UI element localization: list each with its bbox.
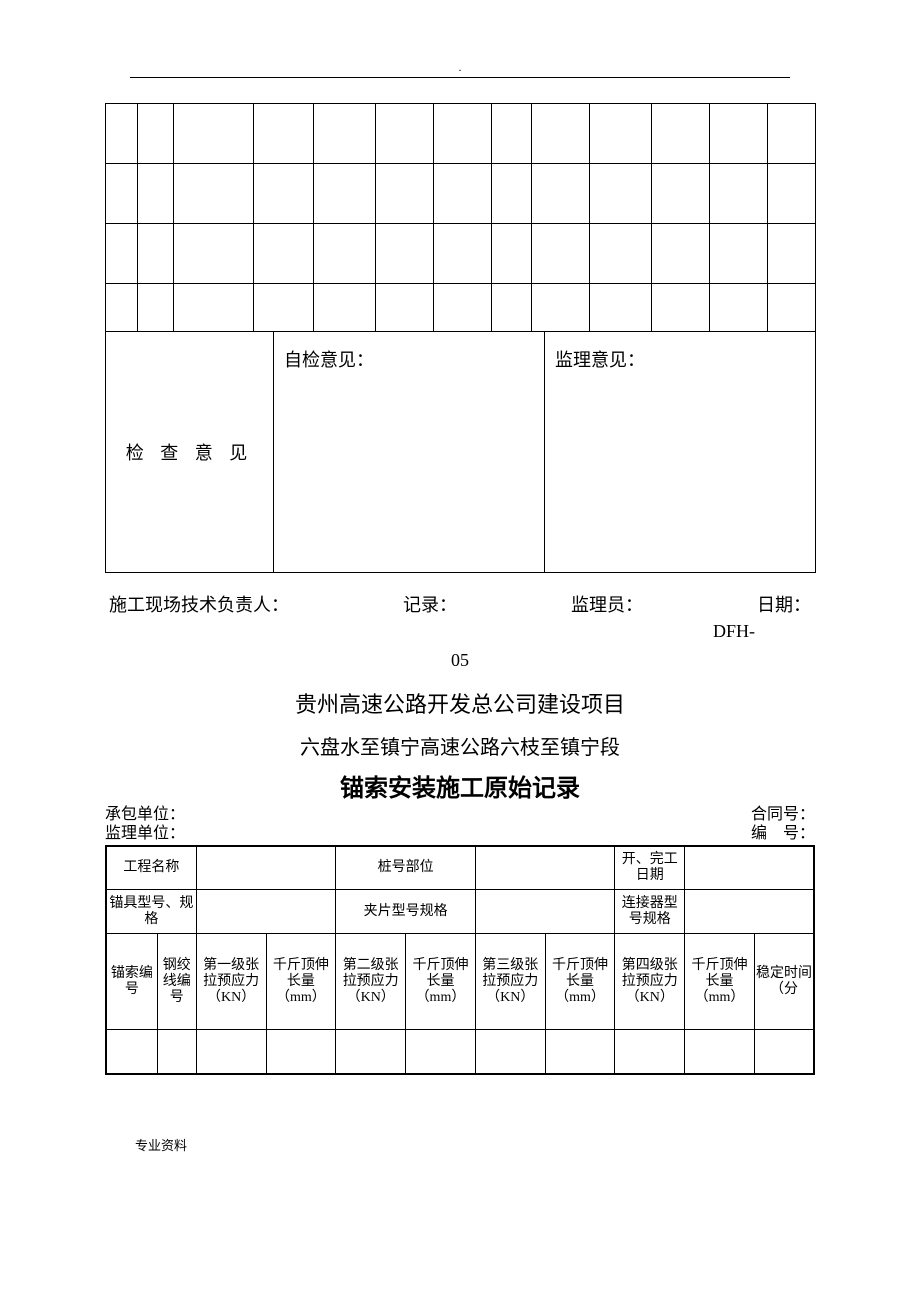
unit-row: 承包单位： 监理单位： 合同号： 编 号： bbox=[105, 805, 815, 843]
doc-code-prefix: DFH- bbox=[105, 621, 815, 642]
pile-location-value bbox=[475, 846, 615, 890]
col-ext2-mm: 千斤顶伸长量（mm） bbox=[406, 934, 476, 1030]
col-ext4-mm: 千斤顶伸长量（mm） bbox=[685, 934, 755, 1030]
col-strand-no: 钢绞线编号 bbox=[157, 934, 196, 1030]
opinion-table: 检 查 意 见 自检意见： 监理意见： bbox=[105, 332, 816, 573]
connector-spec-label: 连接器型号规格 bbox=[615, 890, 685, 934]
form-row-1: 工程名称 桩号部位 开、完工日期 bbox=[106, 846, 814, 890]
anchor-spec-label: 锚具型号、规格 bbox=[106, 890, 196, 934]
col-lvl3-kn: 第三级张拉预应力（KN） bbox=[475, 934, 545, 1030]
contractor-label: 承包单位： bbox=[105, 805, 185, 824]
org-title: 贵州高速公路开发总公司建设项目 bbox=[105, 687, 815, 719]
col-ext3-mm: 千斤顶伸长量（mm） bbox=[545, 934, 615, 1030]
form-name-title: 锚索安装施工原始记录 bbox=[105, 768, 815, 803]
serial-no-label: 编 号： bbox=[751, 824, 815, 843]
grid-row bbox=[106, 284, 816, 332]
upper-empty-grid bbox=[105, 103, 816, 332]
tech-lead-label: 施工现场技术负责人： bbox=[109, 591, 289, 617]
start-end-date-value bbox=[685, 846, 814, 890]
header-rule: . bbox=[130, 60, 790, 78]
project-name-value bbox=[196, 846, 336, 890]
col-lvl4-kn: 第四级张拉预应力（KN） bbox=[615, 934, 685, 1030]
opinion-row-label: 检 查 意 见 bbox=[106, 332, 274, 572]
grid-row bbox=[106, 104, 816, 164]
connector-spec-value bbox=[685, 890, 814, 934]
self-inspection-box: 自检意见： bbox=[274, 332, 545, 572]
supervisor-opinion-box: 监理意见： bbox=[545, 332, 816, 572]
supervisor-unit-label: 监理单位： bbox=[105, 824, 185, 843]
project-name-label: 工程名称 bbox=[106, 846, 196, 890]
doc-code-number: 05 bbox=[105, 650, 815, 671]
project-title: 六盘水至镇宁高速公路六枝至镇宁段 bbox=[105, 731, 815, 760]
form-row-2: 锚具型号、规格 夹片型号规格 连接器型号规格 bbox=[106, 890, 814, 934]
col-ext1-mm: 千斤顶伸长量（mm） bbox=[266, 934, 336, 1030]
recorder-label: 记录： bbox=[403, 591, 457, 617]
start-end-date-label: 开、完工日期 bbox=[615, 846, 685, 890]
grid-row bbox=[106, 224, 816, 284]
footer-text: 专业资料 bbox=[105, 1135, 815, 1154]
grid-row bbox=[106, 164, 816, 224]
col-anchor-no: 锚索编号 bbox=[106, 934, 157, 1030]
anchor-spec-value bbox=[196, 890, 336, 934]
date-label: 日期： bbox=[757, 591, 811, 617]
column-headers: 锚索编号 钢绞线编号 第一级张拉预应力（KN） 千斤顶伸长量（mm） 第二级张拉… bbox=[106, 934, 814, 1030]
contract-no-label: 合同号： bbox=[751, 805, 815, 824]
self-inspection-label: 自检意见： bbox=[284, 350, 374, 370]
pile-location-label: 桩号部位 bbox=[336, 846, 476, 890]
supervisor-label: 监理员： bbox=[571, 591, 643, 617]
col-stable-time: 稳定时间（分 bbox=[754, 934, 814, 1030]
supervisor-opinion-label: 监理意见： bbox=[555, 350, 645, 370]
clip-spec-value bbox=[475, 890, 615, 934]
data-row bbox=[106, 1030, 814, 1074]
lower-form: 工程名称 桩号部位 开、完工日期 锚具型号、规格 夹片型号规格 连接器型号规格 … bbox=[105, 845, 815, 1075]
col-lvl2-kn: 第二级张拉预应力（KN） bbox=[336, 934, 406, 1030]
col-lvl1-kn: 第一级张拉预应力（KN） bbox=[196, 934, 266, 1030]
clip-spec-label: 夹片型号规格 bbox=[336, 890, 476, 934]
signature-row: 施工现场技术负责人： 记录： 监理员： 日期： bbox=[105, 591, 815, 617]
